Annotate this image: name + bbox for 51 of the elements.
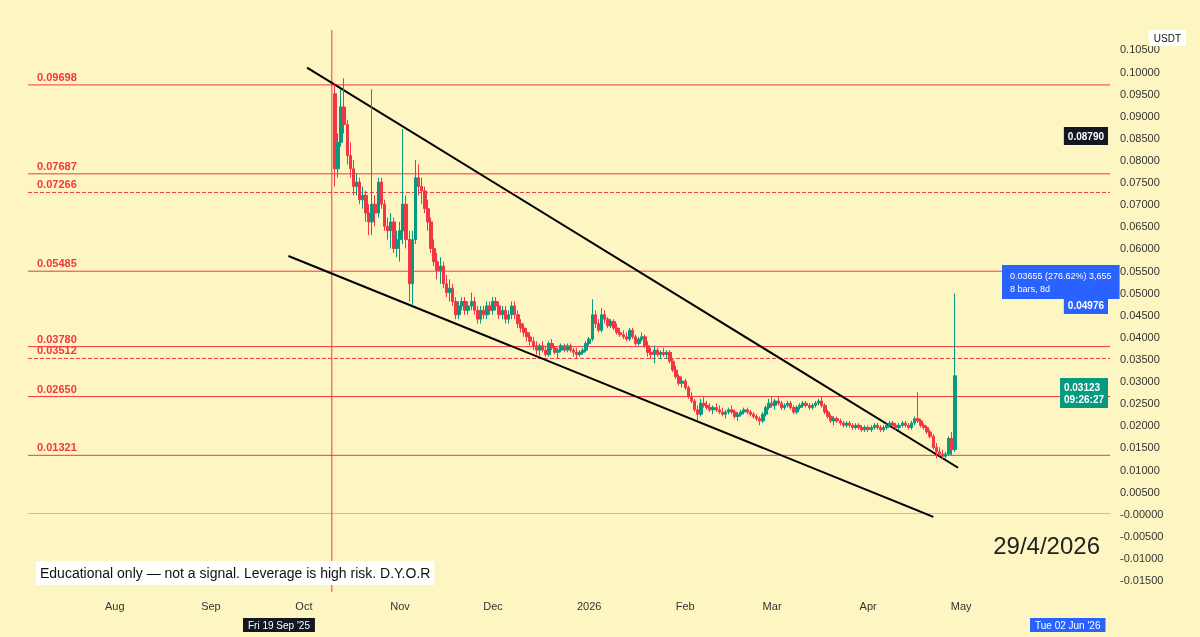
y-tick-label: 0.10000 — [1120, 65, 1160, 78]
annotation: 0.04976 — [1067, 299, 1105, 311]
y-tick-label: 0.05500 — [1120, 264, 1160, 277]
x-tick-label: Oct — [295, 599, 313, 612]
ref-line-label: 0.02650 — [37, 382, 77, 395]
y-tick-label: 0.06000 — [1120, 242, 1160, 255]
y-tick-label: 0.02000 — [1120, 419, 1160, 432]
annotation: 0.08790 — [1067, 130, 1105, 142]
text: Fri 19 Sep '25 — [248, 619, 311, 631]
x-tick-label: Nov — [390, 599, 411, 612]
y-tick-label: 0.03000 — [1120, 375, 1160, 388]
ref-line-label: 0.07687 — [37, 159, 77, 172]
text: USDT — [1153, 32, 1182, 44]
y-tick-label: -0.00500 — [1120, 529, 1164, 542]
y-tick-label: 0.08500 — [1120, 131, 1160, 144]
y-tick-label: 0.06500 — [1120, 220, 1160, 233]
text: Tue 02 Jun '26 — [1035, 619, 1101, 631]
y-tick-label: 0.03500 — [1120, 352, 1160, 365]
ref-line-label: 0.01321 — [37, 441, 77, 454]
y-tick-label: -0.01500 — [1120, 574, 1164, 587]
y-tick-label: 0.05000 — [1120, 286, 1160, 299]
y-tick-label: 0.02500 — [1120, 397, 1160, 410]
ref-line-label: 0.03780 — [37, 332, 77, 345]
x-tick-label: Aug — [105, 599, 125, 612]
x-tick-label: Mar — [762, 599, 782, 612]
y-tick-label: 0.04500 — [1120, 308, 1160, 321]
y-tick-label: -0.01000 — [1120, 551, 1164, 564]
x-tick-label: Apr — [859, 599, 878, 612]
y-tick-label: 0.09000 — [1120, 109, 1160, 122]
x-tick-label: May — [950, 599, 973, 612]
y-tick-label: 0.08000 — [1120, 154, 1160, 166]
x-tick-label: 2026 — [576, 599, 602, 612]
x-tick-label: Dec — [483, 599, 504, 612]
x-tick-label: Feb — [675, 599, 695, 612]
y-tick-label: 0.01000 — [1120, 463, 1160, 476]
ref-line-label: 0.05485 — [37, 257, 77, 270]
ref-line-label: 0.09698 — [37, 70, 77, 83]
y-tick-label: 0.04000 — [1120, 330, 1160, 343]
y-tick-label: 0.00500 — [1120, 485, 1160, 498]
annotation: Educational only — not a signal. Leverage is high risk. D.Y.O.R — [40, 565, 431, 581]
y-tick-label: -0.00000 — [1120, 507, 1164, 520]
annotation: 0.03655 (276.62%) 3,655 8 bars, 8d — [1010, 270, 1112, 294]
y-tick-label: 0.07000 — [1120, 198, 1160, 211]
ref-line-label: 0.03512 — [37, 344, 77, 357]
annotation: 29/4/2026 — [993, 531, 1101, 559]
y-tick-label: 0.09500 — [1120, 87, 1160, 100]
ref-line-label: 0.07266 — [37, 178, 77, 191]
y-tick-label: 0.07500 — [1120, 176, 1160, 189]
annotation: 0.03123 09:26:27 — [1063, 381, 1105, 405]
x-tick-label: Sep — [201, 599, 221, 612]
y-tick-label: 0.01500 — [1120, 441, 1160, 454]
